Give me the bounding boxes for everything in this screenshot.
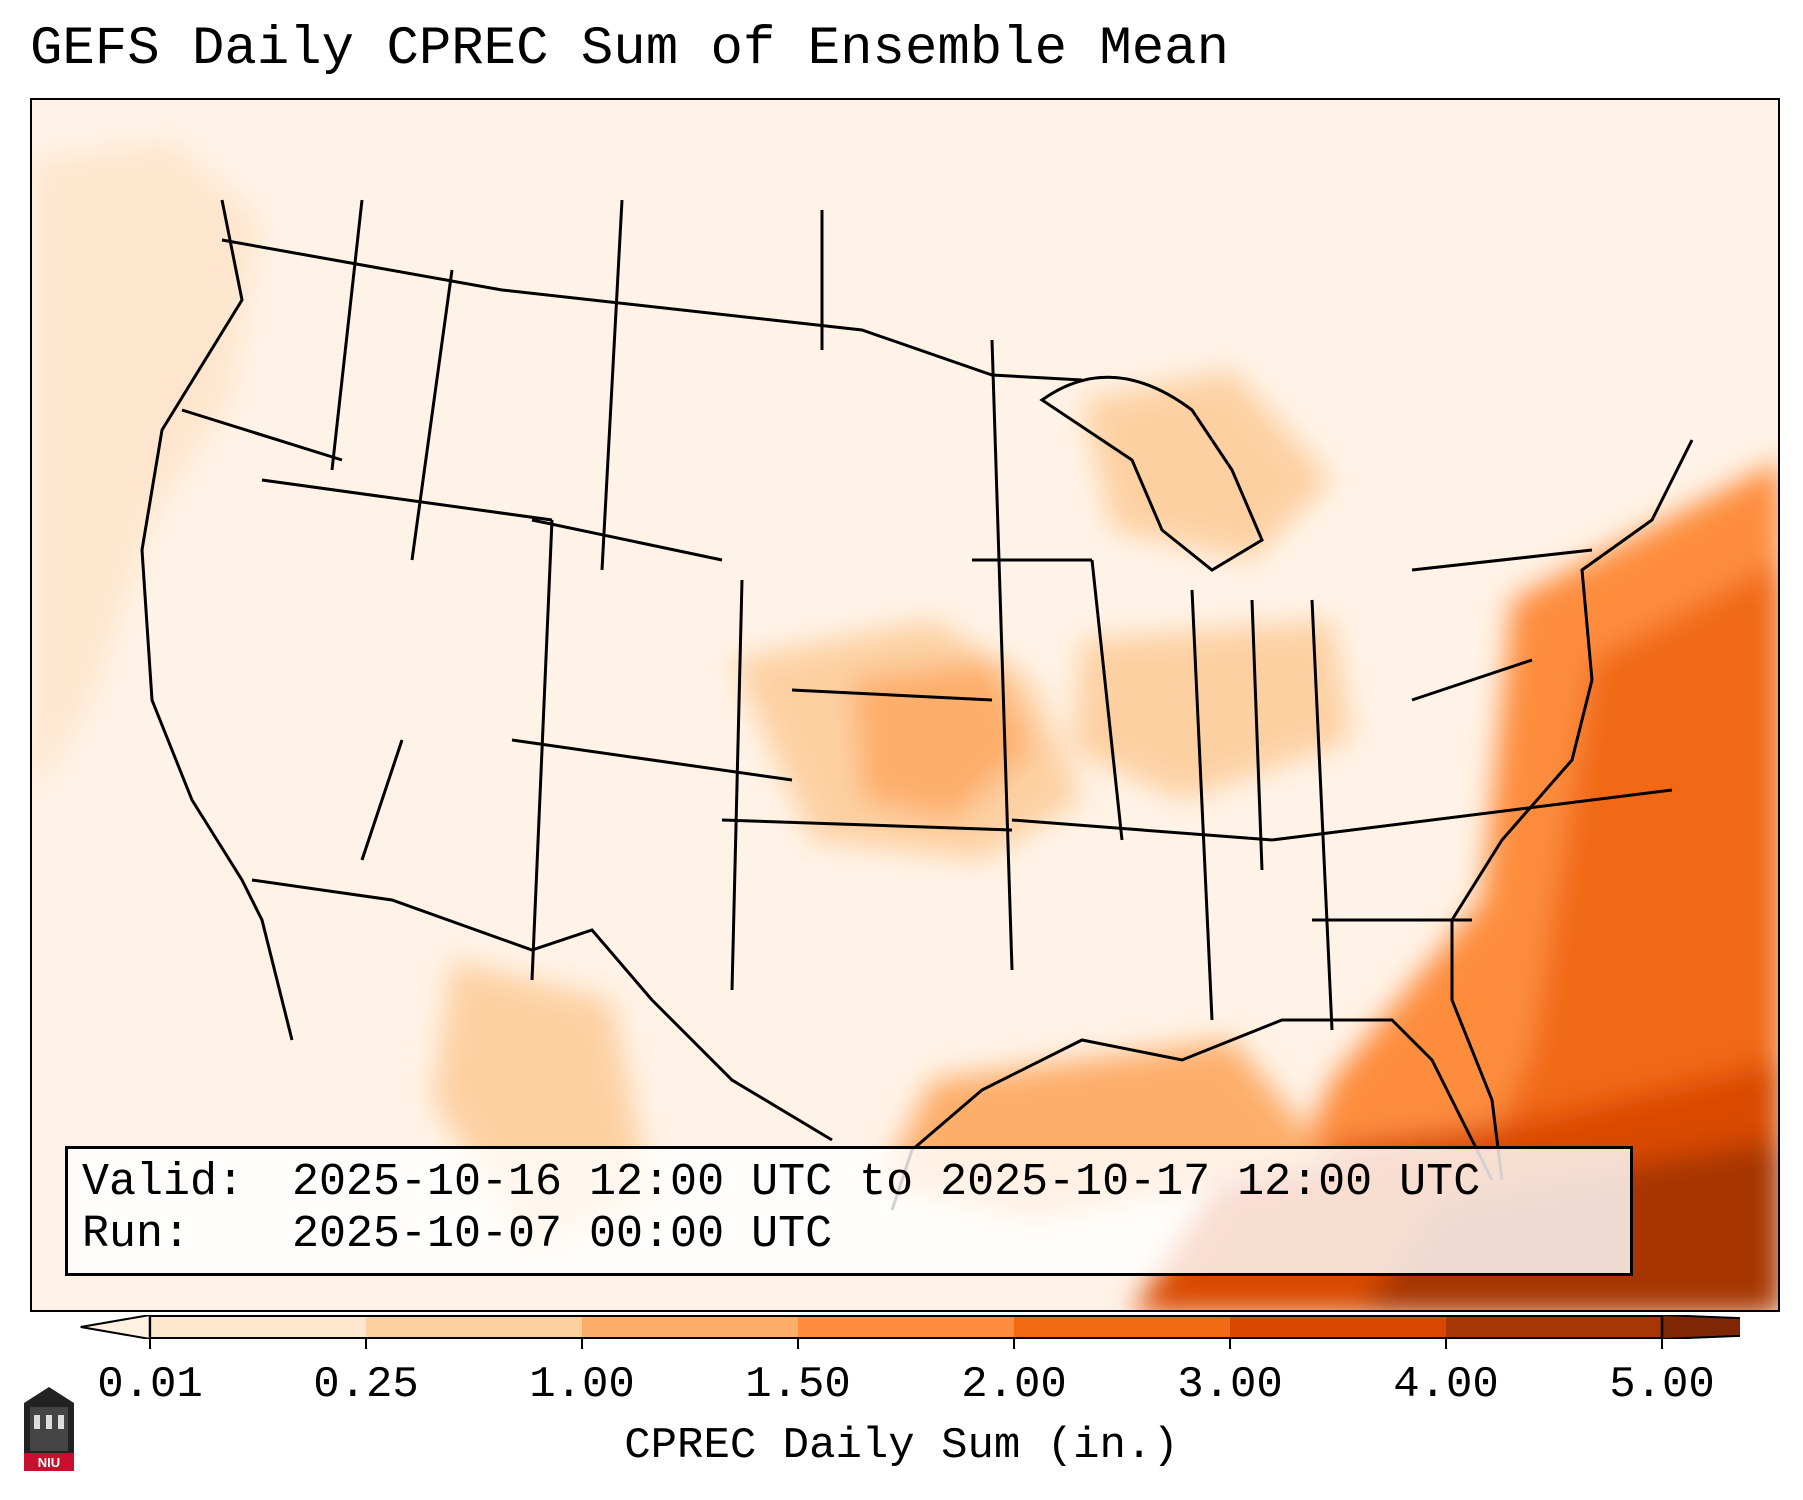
colorbar-tick-label: 1.00 [529, 1360, 635, 1410]
colorbar-extend-high [1660, 1315, 1740, 1339]
niu-logo-text: NIU [38, 1455, 60, 1470]
colorbar-tick-mark [149, 1337, 151, 1349]
colorbar-outline [148, 1315, 1664, 1339]
colorbar-tick-mark [365, 1337, 367, 1349]
colorbar-segment [1230, 1315, 1447, 1339]
canada-border [221, 238, 1083, 382]
run-value: 2025-10-07 00:00 UTC [292, 1209, 833, 1260]
colorbar-tick-label: 5.00 [1609, 1360, 1715, 1410]
colorbar-segment [1014, 1315, 1230, 1339]
colorbar-tick-mark [1445, 1337, 1447, 1349]
map-canvas [32, 100, 1778, 1310]
precip-region-great-lakes [1082, 370, 1332, 560]
colorbar-segment [798, 1315, 1014, 1339]
valid-run-info-box: Valid: 2025-10-16 12:00 UTC to 2025-10-17… [65, 1146, 1633, 1276]
colorbar-extend-low [80, 1315, 152, 1339]
precip-region-ohio-valley [1072, 620, 1352, 800]
valid-value: 2025-10-16 12:00 UTC to 2025-10-17 12:00… [292, 1157, 1481, 1208]
east-coastline [1450, 439, 1694, 1181]
state-lines [181, 199, 1673, 1031]
political-borders [140, 199, 1694, 1211]
niu-logo: NIU [24, 1387, 74, 1471]
colorbar-tick-label: 3.00 [1177, 1360, 1283, 1410]
page-title: GEFS Daily CPREC Sum of Ensemble Mean [30, 19, 1229, 80]
run-label: Run: [82, 1209, 191, 1260]
colorbar-segment [150, 1315, 366, 1339]
great-lakes-outline [1039, 375, 1264, 572]
colorbar-label: CPREC Daily Sum (in.) [624, 1421, 1179, 1471]
precip-region-west-coast [32, 140, 262, 800]
colorbar-tick-mark [797, 1337, 799, 1349]
gulf-coastline [890, 1018, 1494, 1211]
colorbar [80, 1315, 1740, 1339]
run-line: Run: 2025-10-07 00:00 UTC [82, 1209, 1616, 1261]
colorbar-tick-mark [1661, 1337, 1663, 1349]
colorbar-segment [582, 1315, 799, 1339]
precip-map [30, 98, 1780, 1312]
colorbar-segment [1446, 1315, 1662, 1339]
west-coastline [140, 199, 294, 1041]
colorbar-tick-label: 2.00 [961, 1360, 1067, 1410]
colorbar-tick-label: 4.00 [1393, 1360, 1499, 1410]
mexico-border [251, 878, 833, 1142]
valid-line: Valid: 2025-10-16 12:00 UTC to 2025-10-17… [82, 1157, 1616, 1209]
colorbar-tick-mark [1229, 1337, 1231, 1349]
colorbar-tick-mark [1013, 1337, 1015, 1349]
colorbar-tick-label: 0.01 [97, 1360, 203, 1410]
colorbar-tick-label: 1.50 [745, 1360, 851, 1410]
valid-label: Valid: [82, 1157, 245, 1208]
colorbar-segment [366, 1315, 582, 1339]
colorbar-tick-label: 0.25 [313, 1360, 419, 1410]
colorbar-tick-mark [581, 1337, 583, 1349]
